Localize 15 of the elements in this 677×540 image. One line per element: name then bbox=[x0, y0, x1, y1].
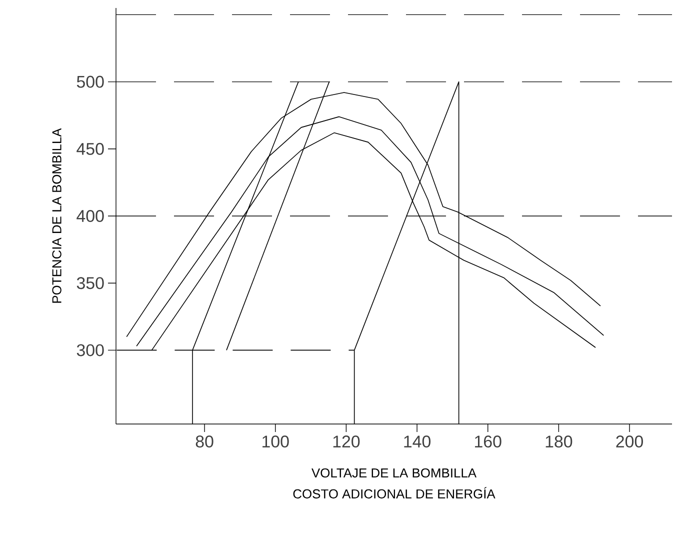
x-tick-label: 140 bbox=[404, 436, 430, 448]
y-tick-label: 300 bbox=[76, 344, 104, 356]
y-tick-label: 500 bbox=[76, 76, 104, 88]
x-tick-label: 160 bbox=[475, 436, 502, 448]
x-tick-label: 100 bbox=[262, 436, 289, 448]
text: COSTO ADICIONAL DE ENERGÍA bbox=[293, 487, 496, 498]
y-tick-label: 350 bbox=[76, 277, 104, 290]
x-tick-label: 200 bbox=[616, 436, 643, 448]
x-tick-label: 120 bbox=[333, 436, 360, 448]
y-tick-label: 400 bbox=[76, 210, 104, 222]
x-tick-label: 80 bbox=[196, 436, 214, 448]
y-axis-title: POTENCIA DE LA BOMBILLA bbox=[52, 128, 62, 303]
x-axis-title: VOLTAJE DE LA BOMBILLA bbox=[312, 468, 477, 478]
x-tick-label: 180 bbox=[546, 436, 572, 448]
y-tick-label: 450 bbox=[76, 142, 104, 155]
